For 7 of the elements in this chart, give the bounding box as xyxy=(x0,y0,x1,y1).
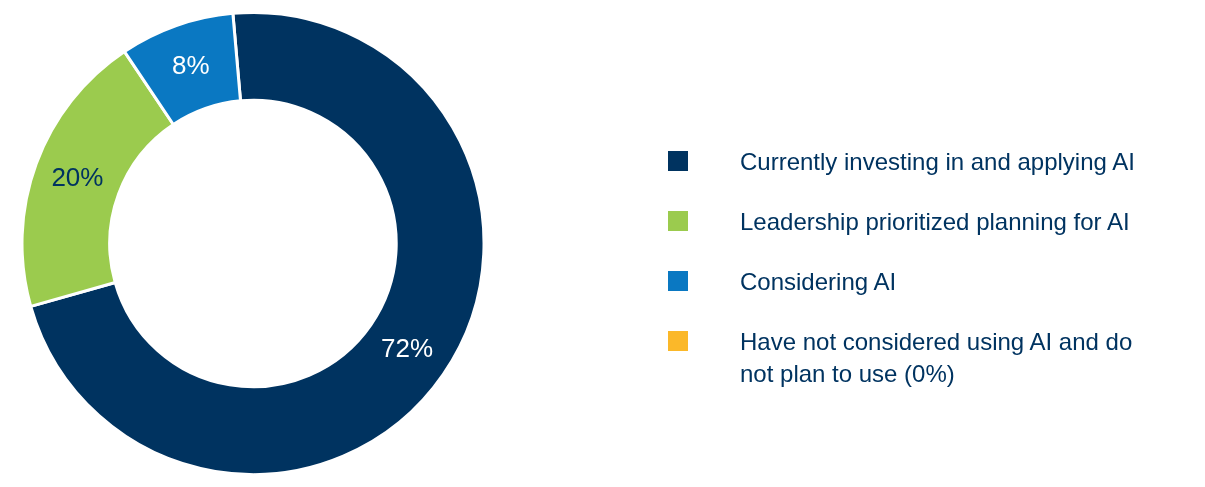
legend-label: Leadership prioritized planning for AI xyxy=(740,207,1130,237)
legend-label: Considering AI xyxy=(740,267,897,297)
legend-label: Have not considered using AI and do not plan to use (0%) xyxy=(740,327,1134,389)
legend-label: Currently investing in and applying AI xyxy=(740,147,1135,177)
data-label: 20% xyxy=(51,162,104,193)
data-label: 8% xyxy=(172,50,210,81)
data-label: 72% xyxy=(380,332,434,363)
